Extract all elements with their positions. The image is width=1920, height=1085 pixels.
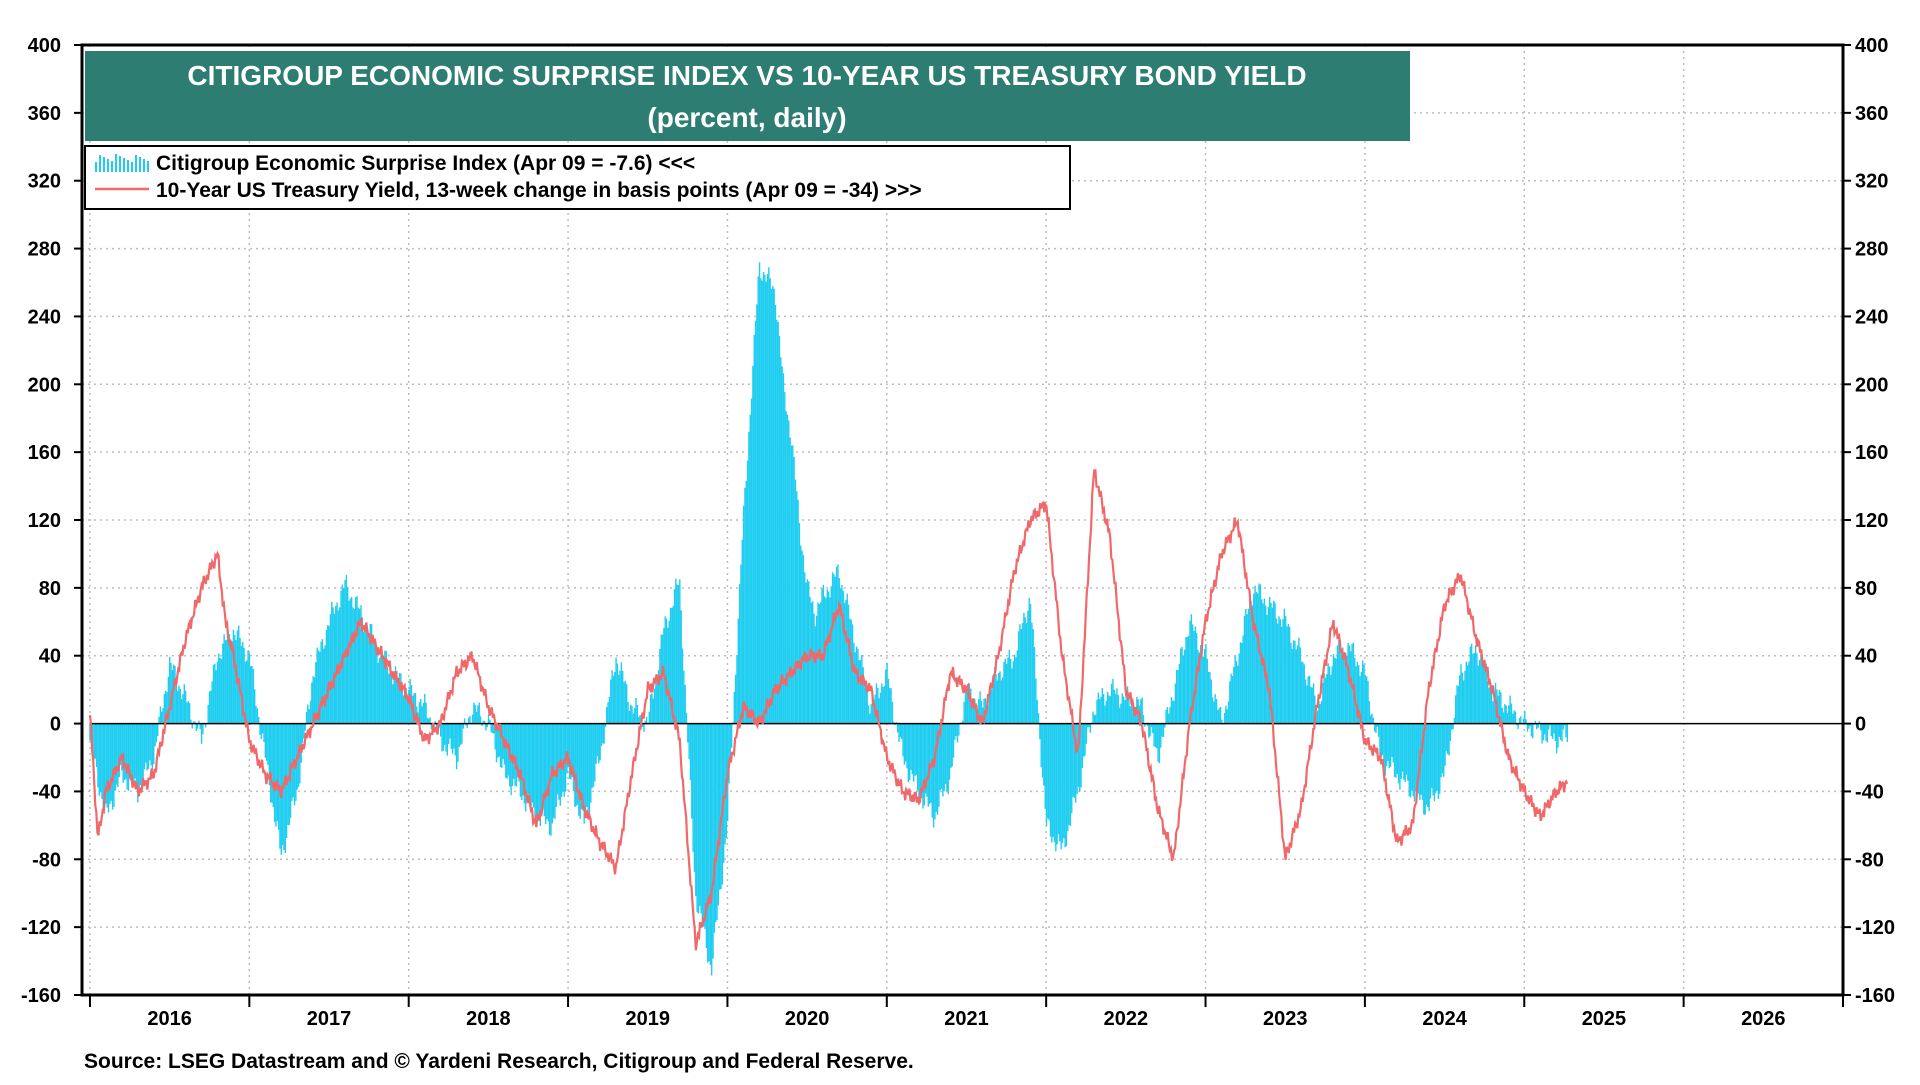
grid bbox=[82, 45, 1843, 995]
x-tick-label: 2019 bbox=[626, 1008, 671, 1030]
y-tick-label-left: -80 bbox=[32, 849, 61, 871]
chart-title: CITIGROUP ECONOMIC SURPRISE INDEX VS 10-… bbox=[187, 60, 1306, 91]
legend-label-surprise: Citigroup Economic Surprise Index (Apr 0… bbox=[156, 152, 695, 175]
source-note: Source: LSEG Datastream and © Yardeni Re… bbox=[84, 1050, 914, 1073]
x-axis: 2016 2017 2018 2019 2020 2021 2022 2023 2024 2025… bbox=[88, 995, 1844, 1030]
y-tick-label-left: 0 bbox=[50, 714, 61, 736]
y-tick-label-right: -120 bbox=[1855, 917, 1895, 939]
legend: Citigroup Economic Surprise Index (Apr 0… bbox=[84, 145, 1071, 210]
y-tick-label-right: 400 bbox=[1855, 35, 1888, 57]
y-tick-label-right: 360 bbox=[1855, 103, 1888, 125]
y-tick-label-right: -40 bbox=[1855, 781, 1884, 803]
y-tick-label-left: 240 bbox=[28, 306, 61, 328]
y-tick-label-left: 160 bbox=[28, 442, 61, 464]
y-tick-label-left: 80 bbox=[39, 578, 61, 600]
y-tick-label-left: -120 bbox=[21, 917, 61, 939]
x-tick-label: 2016 bbox=[147, 1008, 192, 1030]
y-tick-label-right: 280 bbox=[1855, 239, 1888, 261]
x-tick-label: 2022 bbox=[1104, 1008, 1149, 1030]
y-tick-label-left: 400 bbox=[28, 35, 61, 57]
y-tick-label-right: 0 bbox=[1855, 714, 1866, 736]
x-tick-label: 2021 bbox=[944, 1008, 989, 1030]
y-tick-label-left: 320 bbox=[28, 171, 61, 193]
y-tick-label-left: 280 bbox=[28, 239, 61, 261]
x-tick-label: 2026 bbox=[1741, 1008, 1786, 1030]
y-tick-label-left: 360 bbox=[28, 103, 61, 125]
x-tick-label: 2017 bbox=[307, 1008, 352, 1030]
title-box: CITIGROUP ECONOMIC SURPRISE INDEX VS 10-… bbox=[85, 51, 1410, 141]
y-tick-label-right: 160 bbox=[1855, 442, 1888, 464]
x-tick-label: 2023 bbox=[1263, 1008, 1308, 1030]
x-tick-label: 2018 bbox=[466, 1008, 511, 1030]
chart-subtitle: (percent, daily) bbox=[647, 102, 846, 133]
x-tick-label: 2024 bbox=[1422, 1008, 1467, 1030]
y-tick-label-right: 40 bbox=[1855, 646, 1877, 668]
y-tick-label-right: -80 bbox=[1855, 849, 1884, 871]
title-background bbox=[85, 51, 1410, 141]
treasury-line bbox=[88, 469, 1569, 951]
y-tick-label-left: 200 bbox=[28, 374, 61, 396]
y-tick-label-left: 120 bbox=[28, 510, 61, 532]
left-axis: 40036032028024020016012080400-40-80-120-… bbox=[21, 35, 82, 1007]
legend-box bbox=[84, 145, 1071, 210]
right-axis: 40036032028024020016012080400-40-80-120-… bbox=[1843, 35, 1895, 1007]
y-tick-label-left: -160 bbox=[21, 985, 61, 1007]
surprise-bars bbox=[89, 262, 1568, 976]
x-tick-label: 2025 bbox=[1582, 1008, 1627, 1030]
y-tick-label-right: 240 bbox=[1855, 306, 1888, 328]
y-tick-label-left: 40 bbox=[39, 646, 61, 668]
y-tick-label-right: -160 bbox=[1855, 985, 1895, 1007]
legend-swatch-surprise bbox=[95, 154, 149, 172]
y-tick-label-left: -40 bbox=[32, 781, 61, 803]
y-tick-label-right: 80 bbox=[1855, 578, 1877, 600]
y-tick-label-right: 120 bbox=[1855, 510, 1888, 532]
x-tick-label: 2020 bbox=[785, 1008, 830, 1030]
y-tick-label-right: 200 bbox=[1855, 374, 1888, 396]
legend-label-treasury: 10-Year US Treasury Yield, 13-week chang… bbox=[156, 179, 922, 202]
y-tick-label-right: 320 bbox=[1855, 171, 1888, 193]
